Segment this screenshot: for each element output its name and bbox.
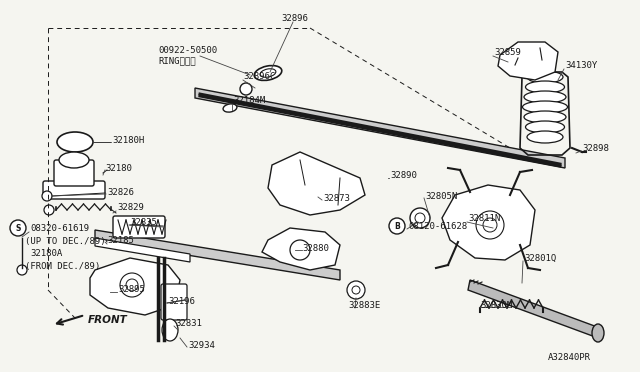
Polygon shape: [268, 152, 365, 215]
Circle shape: [347, 281, 365, 299]
Circle shape: [483, 218, 497, 232]
Text: 32873: 32873: [323, 193, 350, 202]
Text: 32801Q: 32801Q: [524, 253, 556, 263]
Text: S: S: [15, 224, 20, 232]
Text: 32184M: 32184M: [233, 96, 265, 105]
Text: 32896: 32896: [282, 13, 308, 22]
Ellipse shape: [525, 81, 564, 93]
Polygon shape: [90, 258, 180, 315]
Text: 34130Y: 34130Y: [565, 61, 597, 70]
Text: 32880: 32880: [302, 244, 329, 253]
Text: 32826: 32826: [107, 187, 134, 196]
Polygon shape: [262, 228, 340, 270]
Text: FRONT: FRONT: [88, 315, 128, 325]
Circle shape: [389, 218, 405, 234]
Ellipse shape: [59, 152, 89, 168]
Ellipse shape: [524, 91, 566, 103]
Text: 00922-50500: 00922-50500: [158, 45, 217, 55]
Circle shape: [42, 191, 52, 201]
Ellipse shape: [57, 132, 93, 152]
Text: 32185: 32185: [107, 235, 134, 244]
Circle shape: [240, 83, 252, 95]
Ellipse shape: [527, 131, 563, 143]
Ellipse shape: [260, 69, 276, 77]
Text: 32859: 32859: [494, 48, 521, 57]
Polygon shape: [195, 88, 565, 168]
Text: 32896C: 32896C: [243, 71, 275, 80]
Ellipse shape: [522, 101, 568, 113]
Text: 32805N: 32805N: [425, 192, 457, 201]
Ellipse shape: [592, 324, 604, 342]
Circle shape: [410, 208, 430, 228]
Text: (UP TO DEC./89): (UP TO DEC./89): [25, 237, 106, 246]
Text: 32180A: 32180A: [30, 250, 62, 259]
Text: 32898: 32898: [582, 144, 609, 153]
Text: RINGリング: RINGリング: [158, 57, 196, 65]
Circle shape: [126, 279, 138, 291]
Circle shape: [17, 265, 27, 275]
Ellipse shape: [162, 319, 178, 341]
Polygon shape: [95, 238, 190, 262]
Text: 32196: 32196: [168, 298, 195, 307]
Circle shape: [290, 240, 310, 260]
Ellipse shape: [527, 71, 563, 83]
Ellipse shape: [525, 121, 564, 133]
Text: 08120-61628: 08120-61628: [408, 221, 467, 231]
FancyBboxPatch shape: [113, 216, 165, 238]
Text: 32831: 32831: [175, 318, 202, 327]
Text: 08320-61619: 08320-61619: [30, 224, 89, 232]
Circle shape: [415, 213, 425, 223]
Text: 32830M: 32830M: [480, 301, 512, 310]
Text: 32180H: 32180H: [112, 135, 144, 144]
Ellipse shape: [524, 111, 566, 123]
FancyBboxPatch shape: [54, 160, 94, 186]
Circle shape: [10, 220, 26, 236]
Text: A32840PR: A32840PR: [548, 353, 591, 362]
Text: 32811N: 32811N: [468, 214, 500, 222]
Text: 32934: 32934: [188, 340, 215, 350]
FancyBboxPatch shape: [161, 284, 187, 320]
Circle shape: [476, 211, 504, 239]
Polygon shape: [442, 185, 535, 260]
Polygon shape: [468, 280, 600, 338]
Polygon shape: [498, 42, 558, 80]
Ellipse shape: [254, 65, 282, 80]
Text: 32829: 32829: [117, 202, 144, 212]
Text: 32890: 32890: [390, 170, 417, 180]
Circle shape: [120, 273, 144, 297]
Text: 32883E: 32883E: [348, 301, 380, 310]
Polygon shape: [95, 230, 340, 280]
Text: 32180: 32180: [105, 164, 132, 173]
Text: 32835: 32835: [130, 218, 157, 227]
Ellipse shape: [223, 104, 237, 112]
FancyBboxPatch shape: [43, 181, 105, 199]
Circle shape: [44, 205, 54, 215]
Circle shape: [352, 286, 360, 294]
Text: B: B: [394, 221, 400, 231]
Text: (FROM DEC./89): (FROM DEC./89): [25, 263, 100, 272]
Text: 32895: 32895: [118, 285, 145, 295]
